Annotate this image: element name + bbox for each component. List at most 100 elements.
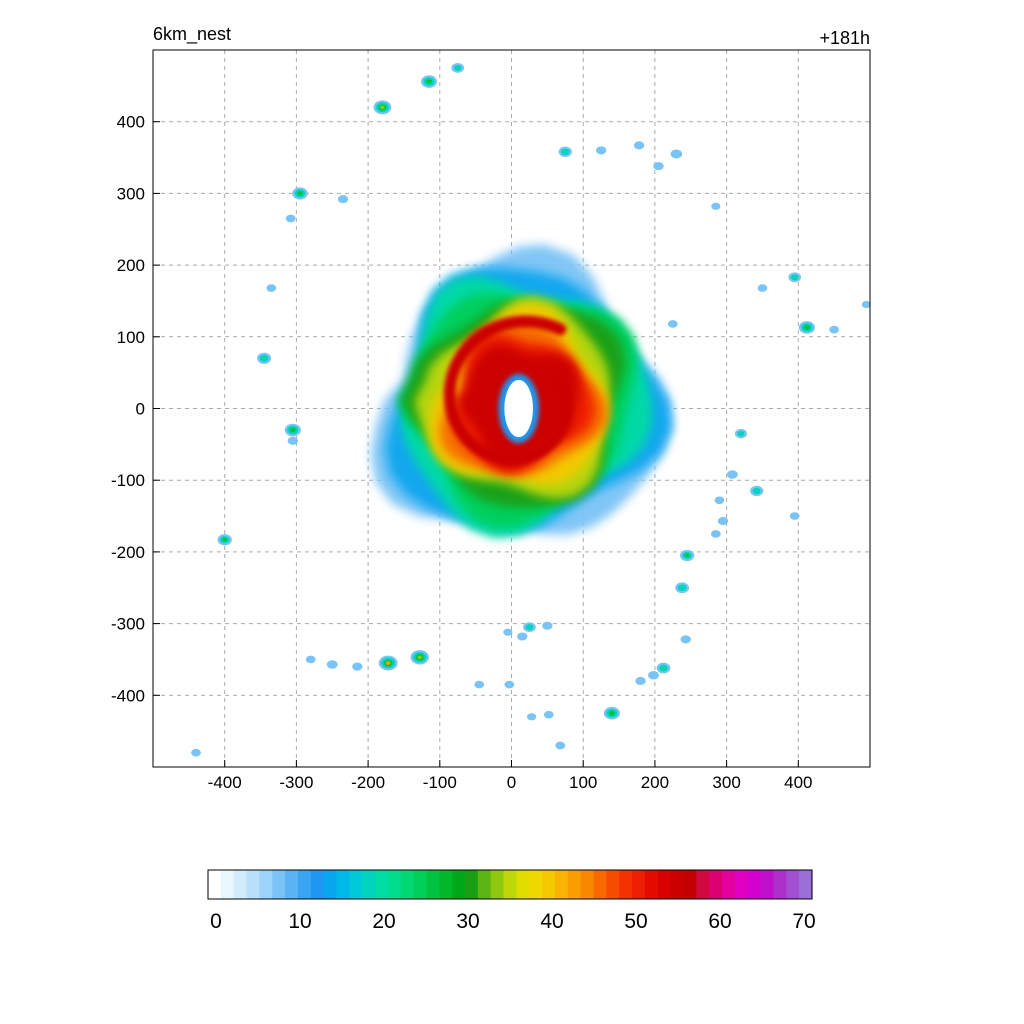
x-tick-label: 300 — [712, 773, 740, 792]
cell-level — [266, 284, 277, 292]
colorbar-swatch — [670, 870, 685, 899]
cell-level — [595, 146, 607, 155]
colorbar-tick-label: 70 — [792, 910, 815, 933]
colorbar-swatch — [516, 870, 530, 899]
y-tick-label: -100 — [111, 471, 145, 490]
cell-level — [648, 670, 659, 680]
colorbar-swatch — [567, 870, 582, 899]
colorbar-swatch — [387, 870, 402, 899]
colorbar-tick-label: 30 — [456, 910, 479, 933]
precip-cell — [670, 149, 683, 159]
colorbar-swatch — [657, 870, 672, 899]
precip-cell — [861, 300, 870, 309]
colorbar-swatch — [580, 870, 595, 899]
precip-cell — [675, 582, 690, 594]
colorbar-swatch — [336, 870, 350, 899]
cell-level — [517, 632, 528, 641]
rainband-arm — [443, 315, 572, 466]
forecast-hour-label: +181h — [819, 28, 870, 48]
colorbar-swatch — [426, 870, 440, 899]
x-tick-label: -400 — [208, 773, 242, 792]
colorbar-swatch — [619, 870, 633, 899]
y-tick-label: 0 — [136, 400, 145, 419]
precip-cell — [266, 284, 277, 292]
cell-level — [667, 320, 678, 328]
cell-level — [608, 710, 615, 716]
precip-cell — [474, 680, 485, 689]
cell-level — [297, 191, 303, 196]
colorbar-swatch — [323, 870, 338, 899]
colorbar-swatch — [773, 870, 787, 899]
precip-cell — [711, 202, 721, 210]
colorbar-swatch — [400, 870, 415, 899]
precip-cell — [734, 428, 747, 439]
colorbar-swatch — [696, 870, 710, 899]
colorbar-swatch — [452, 870, 466, 899]
colorbar-tick-label: 50 — [624, 910, 647, 933]
cell-level — [635, 676, 646, 686]
precip-cell — [410, 650, 429, 665]
cell-level — [259, 354, 269, 362]
cell-level — [326, 660, 338, 669]
colorbar-swatch — [786, 870, 800, 899]
cell-level — [474, 680, 485, 689]
precip-cell — [292, 187, 308, 200]
precip-cell — [504, 680, 515, 689]
precip-cell — [378, 655, 398, 671]
cell-level — [803, 325, 810, 330]
y-tick-label: -200 — [111, 543, 145, 562]
cell-level — [737, 430, 745, 437]
cell-level — [289, 427, 296, 433]
precip-cell — [595, 146, 607, 155]
precip-cell — [542, 621, 553, 630]
precip-cells — [191, 62, 870, 757]
precip-cell — [656, 662, 671, 674]
precip-cell — [789, 512, 800, 520]
cell-level — [790, 274, 799, 281]
cell-level — [503, 628, 513, 636]
colorbar-swatch — [734, 870, 749, 899]
cell-level — [670, 149, 683, 159]
x-axis-ticks: -400 -300 -200 -100 0 100 200 300 400 — [208, 760, 812, 792]
precip-cell — [191, 748, 201, 757]
colorbar-swatch — [208, 870, 222, 899]
cell-level — [287, 436, 298, 445]
storm-eye — [504, 379, 534, 438]
precip-cell — [526, 713, 537, 721]
cell-level — [717, 517, 729, 526]
precip-cell — [305, 655, 316, 664]
precip-cell — [757, 284, 768, 292]
cell-level — [417, 655, 423, 660]
cell-level — [555, 741, 566, 750]
y-tick-label: -400 — [111, 686, 145, 705]
x-tick-label: -100 — [423, 773, 457, 792]
cell-level — [380, 105, 385, 110]
colorbar-tick-label: 0 — [210, 910, 222, 933]
colorbar — [207, 869, 813, 900]
colorbar-swatch — [799, 870, 813, 899]
colorbar-swatch — [310, 870, 325, 899]
colorbar-swatch — [632, 870, 646, 899]
colorbar-frame — [207, 869, 813, 900]
precip-cell — [667, 320, 678, 328]
colorbar-swatch — [529, 870, 543, 899]
precip-cell — [714, 496, 725, 505]
colorbar-tick-label: 10 — [288, 910, 311, 933]
colorbar-tick-label: 20 — [372, 910, 395, 933]
cell-level — [726, 470, 738, 479]
cell-level — [633, 141, 645, 150]
colorbar-swatch — [465, 870, 479, 899]
cell-level — [385, 661, 391, 665]
colorbar-ticks: 0 10 20 30 40 50 60 70 — [210, 910, 816, 933]
precip-cell — [829, 325, 840, 334]
precip-cell — [451, 62, 465, 73]
cell-level — [710, 530, 721, 538]
precip-cell — [555, 741, 566, 750]
colorbar-swatch — [747, 870, 762, 899]
precip-cell — [287, 436, 298, 445]
precip-cell — [543, 710, 554, 719]
colorbar-swatch — [760, 870, 775, 899]
colorbar-swatch — [606, 870, 620, 899]
precip-cell — [217, 534, 232, 546]
